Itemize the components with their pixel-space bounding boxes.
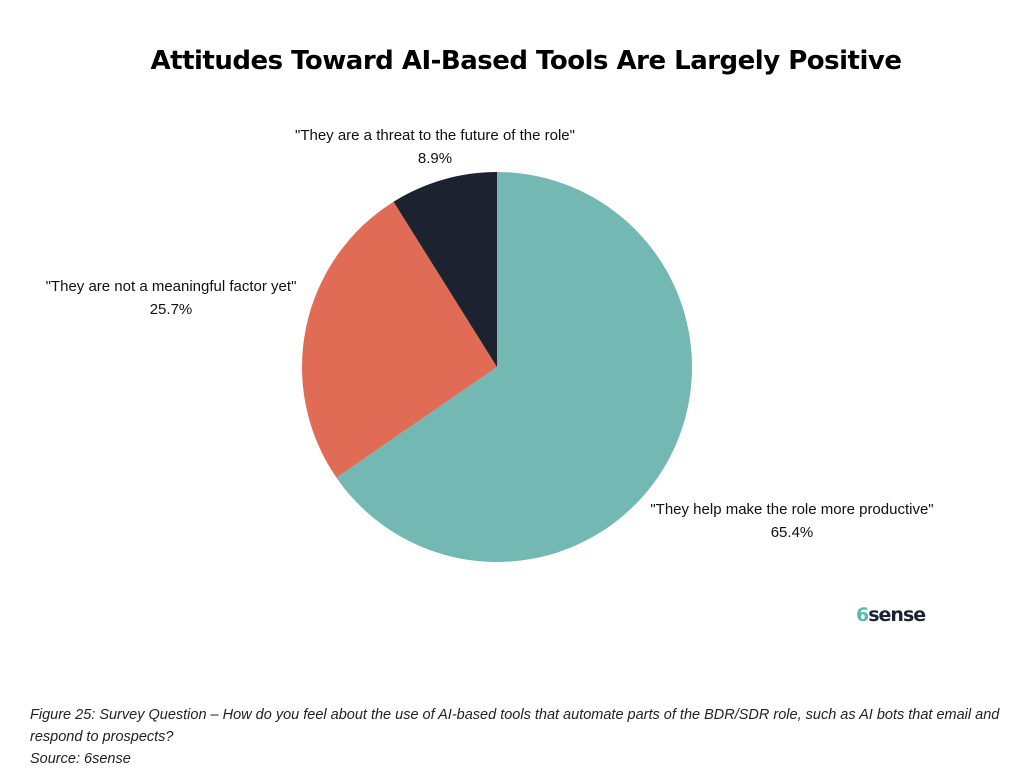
label-productive-text: "They help make the role more productive… xyxy=(650,501,934,518)
chart-title: Attitudes Toward AI-Based Tools Are Larg… xyxy=(150,46,902,76)
label-threat-text: "They are a threat to the future of the … xyxy=(295,127,575,144)
slice-not-meaningful xyxy=(302,201,497,478)
caption-text: Figure 25: Survey Question – How do you … xyxy=(30,707,1000,745)
label-productive: "They help make the role more productive… xyxy=(640,498,944,544)
6sense-logo: 6sense xyxy=(856,604,926,626)
label-not-meaningful: "They are not a meaningful factor yet" 2… xyxy=(20,275,322,321)
label-threat: "They are a threat to the future of the … xyxy=(280,124,590,170)
logo-text: sense xyxy=(868,604,926,626)
figure-caption: Figure 25: Survey Question – How do you … xyxy=(30,704,1020,770)
label-productive-value: 65.4% xyxy=(770,524,814,541)
slice-productive xyxy=(336,172,692,562)
caption-source: Source: 6sense xyxy=(30,751,131,767)
label-not-meaningful-text: "They are not a meaningful factor yet" xyxy=(45,278,297,295)
label-not-meaningful-value: 25.7% xyxy=(149,301,193,318)
logo-mark: 6 xyxy=(856,604,869,626)
slice-threat xyxy=(393,172,497,367)
label-threat-value: 8.9% xyxy=(417,150,453,167)
